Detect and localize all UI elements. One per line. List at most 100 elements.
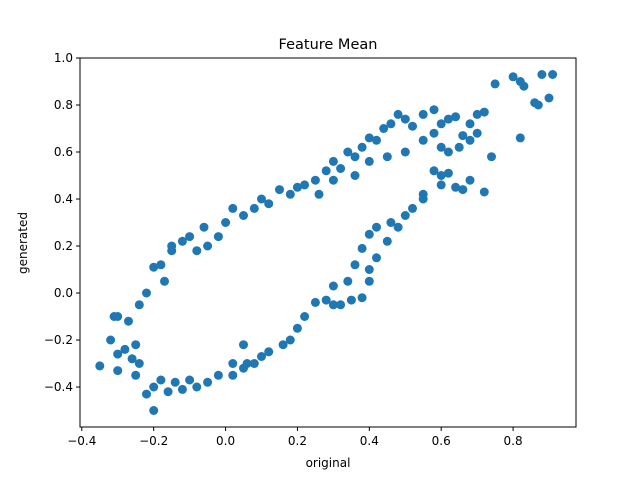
scatter-point	[336, 300, 346, 310]
y-tick-label: 0.2	[54, 239, 73, 253]
plot-frame	[79, 57, 577, 428]
scatter-point	[364, 156, 374, 166]
scatter-point	[479, 187, 489, 197]
scatter-point	[364, 276, 374, 286]
scatter-point	[350, 152, 360, 162]
x-tick-label: 0.2	[288, 434, 307, 448]
scatter-point	[465, 135, 475, 145]
y-axis: −0.4 −0.2 0.0 0.2 0.4 0.6 0.8 1.0	[44, 51, 80, 394]
scatter-point	[436, 119, 446, 129]
scatter-point	[508, 72, 518, 82]
scatter-point	[160, 276, 169, 286]
scatter-point	[300, 180, 310, 190]
scatter-point	[465, 175, 475, 185]
scatter-point	[113, 312, 123, 321]
scatter-point	[443, 114, 453, 124]
scatter-point	[257, 352, 266, 361]
scatter-point	[213, 370, 223, 380]
scatter-point	[451, 112, 461, 122]
scatter-point	[418, 109, 428, 119]
y-tick-label: −0.2	[44, 333, 73, 347]
x-tick-label: −0.4	[67, 434, 96, 448]
scatter-point	[418, 194, 428, 204]
scatter-point	[149, 406, 159, 415]
points-layer	[95, 70, 558, 415]
scatter-point	[228, 370, 238, 380]
y-tick-label: 0.6	[54, 145, 73, 159]
scatter-point	[343, 147, 353, 157]
scatter-point	[400, 147, 410, 157]
scatter-point	[177, 236, 187, 246]
scatter-point	[242, 359, 252, 368]
scatter-point	[451, 182, 461, 192]
scatter-point	[239, 211, 248, 220]
chart-title: Feature Mean	[279, 37, 378, 53]
scatter-point	[533, 100, 543, 110]
scatter-point	[364, 133, 374, 143]
scatter-point	[275, 185, 284, 195]
scatter-point	[400, 211, 410, 220]
scatter-point	[472, 128, 482, 138]
scatter-point	[127, 354, 137, 364]
scatter-point	[364, 265, 374, 274]
scatter-point	[321, 295, 331, 305]
scatter-point	[177, 384, 187, 394]
scatter-point	[170, 377, 180, 387]
scatter-point	[429, 128, 439, 138]
x-tick-label: 0.4	[360, 434, 379, 448]
scatter-point	[443, 147, 453, 157]
scatter-point	[314, 189, 324, 199]
x-tick-label: 0.8	[504, 434, 523, 448]
scatter-point	[386, 218, 396, 227]
scatter-point	[429, 105, 439, 115]
scatter-point	[221, 218, 231, 227]
scatter-point	[429, 166, 439, 176]
scatter-point	[472, 109, 482, 119]
scatter-point	[328, 281, 338, 291]
scatter-point	[300, 312, 310, 321]
scatter-point	[156, 375, 166, 385]
scatter-point	[285, 189, 295, 199]
scatter-point	[418, 135, 428, 145]
scatter-point	[350, 171, 360, 180]
x-tick-label: 0.6	[432, 434, 451, 448]
scatter-point	[548, 70, 558, 79]
scatter-point	[372, 135, 381, 145]
scatter-point	[257, 194, 266, 204]
scatter-point	[382, 152, 392, 162]
scatter-point	[436, 171, 446, 180]
scatter-point	[346, 295, 356, 305]
scatter-point	[213, 232, 223, 242]
x-tick-label: 0.0	[216, 434, 235, 448]
scatter-point	[328, 156, 338, 166]
scatter-point	[310, 297, 320, 307]
scatter-point	[120, 344, 130, 354]
scatter-point	[357, 142, 367, 152]
scatter-point	[249, 203, 259, 213]
scatter-point	[537, 70, 547, 79]
scatter-point	[134, 300, 144, 310]
scatter-point	[185, 232, 195, 242]
scatter-point	[382, 236, 392, 246]
scatter-point	[264, 199, 274, 209]
scatter-point	[249, 359, 259, 368]
scatter-point	[142, 288, 151, 298]
scatter-point	[113, 366, 123, 376]
scatter-point	[113, 349, 123, 359]
scatter-point	[393, 222, 403, 232]
scatter-point	[408, 203, 417, 213]
scatter-point	[192, 382, 202, 392]
y-tick-label: 1.0	[54, 51, 73, 65]
x-axis: −0.4 −0.2 0.0 0.2 0.4 0.6 0.8	[67, 427, 523, 448]
scatter-point	[386, 119, 396, 129]
scatter-point	[163, 387, 173, 397]
scatter-point	[357, 243, 367, 253]
scatter-point	[106, 335, 116, 345]
scatter-point	[328, 300, 338, 310]
scatter-point	[379, 124, 389, 133]
scatter-point	[436, 142, 446, 152]
scatter-point	[292, 182, 302, 192]
scatter-point	[321, 166, 331, 176]
